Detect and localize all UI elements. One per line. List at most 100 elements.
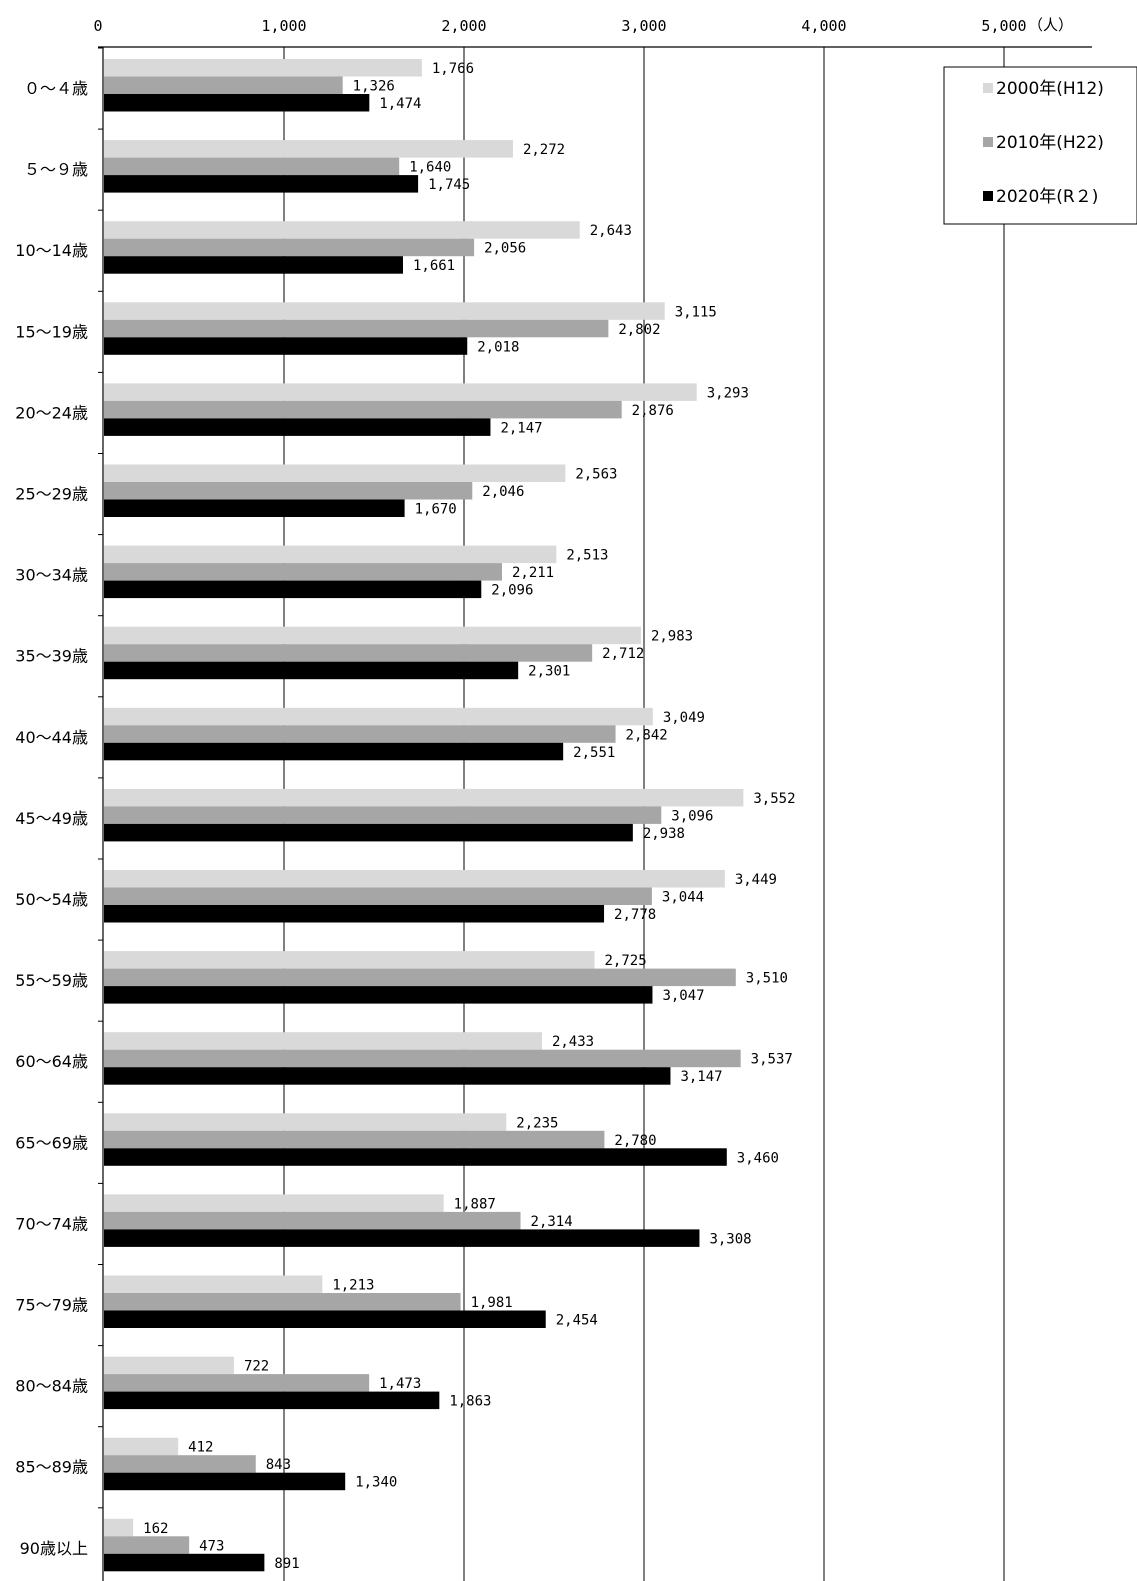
data-label: 2,314 [531, 1214, 573, 1230]
bar [104, 464, 566, 482]
data-label: 2,018 [477, 339, 519, 355]
data-label: 3,147 [680, 1069, 722, 1085]
category-label: 65～69歳 [15, 1133, 88, 1152]
bar [104, 725, 616, 743]
category-label: 60～64歳 [15, 1052, 88, 1071]
bar [104, 788, 744, 807]
x-tick-label: 3,000 [621, 17, 666, 35]
data-label: 2,046 [482, 484, 524, 500]
legend-entry: 2000年(H12) [996, 79, 1104, 99]
data-label: 1,326 [353, 79, 395, 95]
category-label: ０～４歳 [24, 79, 88, 98]
data-label: 2,235 [516, 1115, 558, 1131]
bar [104, 1113, 507, 1131]
bar [104, 887, 652, 905]
bar [104, 1518, 134, 1537]
bar [104, 580, 482, 599]
x-tick-label: 5,000 [981, 17, 1026, 35]
data-label: 2,433 [552, 1034, 594, 1050]
data-label: 1,473 [379, 1376, 421, 1392]
data-label: 412 [188, 1440, 213, 1456]
x-tick-label: 1,000 [261, 17, 306, 35]
bar [104, 175, 419, 193]
category-label: 45～49歳 [15, 809, 88, 828]
data-label: 473 [199, 1538, 224, 1554]
data-label: 1,640 [409, 160, 451, 176]
data-label: 843 [266, 1457, 291, 1473]
category-label: 35～39歳 [15, 647, 88, 666]
data-label: 2,454 [556, 1313, 598, 1329]
bar [104, 157, 400, 176]
data-label: 3,308 [709, 1231, 751, 1247]
bar [104, 76, 343, 94]
data-label: 2,096 [491, 583, 533, 599]
bar [104, 1310, 546, 1328]
bars [104, 59, 744, 1572]
bar [104, 1374, 370, 1392]
data-label: 2,147 [500, 420, 542, 436]
data-label: 891 [274, 1556, 299, 1572]
bar [104, 1148, 727, 1166]
category-label: 90歳以上 [20, 1539, 88, 1558]
legend-swatch [983, 137, 993, 147]
data-label: 1,474 [379, 96, 421, 112]
bar [104, 1275, 323, 1293]
bar [104, 806, 662, 824]
category-label: 85～89歳 [15, 1458, 88, 1477]
bar [104, 968, 736, 987]
data-label: 2,876 [632, 403, 674, 419]
data-label: 1,887 [454, 1196, 496, 1212]
tick-labels: 0 1,000 2,000 3,000 4,000 5,000 [93, 17, 1026, 35]
x-tick-label: 4,000 [801, 17, 846, 35]
bar [104, 1437, 179, 1456]
bar [104, 870, 725, 888]
category-label: 80～84歳 [15, 1377, 88, 1396]
data-label: 3,293 [707, 385, 749, 401]
bar [104, 1455, 256, 1473]
category-label: 75～79歳 [15, 1296, 88, 1315]
bar [104, 221, 580, 239]
data-label: 3,449 [735, 872, 777, 888]
category-label: 30～34歳 [15, 566, 88, 585]
data-label: 2,272 [523, 142, 565, 158]
category-label: 15～19歳 [15, 322, 88, 341]
category-label: 10～14歳 [15, 241, 88, 260]
bar [104, 1194, 444, 1212]
data-label: 2,983 [651, 629, 693, 645]
bar [104, 986, 653, 1004]
data-label: 1,661 [413, 258, 455, 274]
data-label: 2,725 [605, 953, 647, 969]
data-label: 3,115 [675, 304, 717, 320]
bar [104, 59, 422, 77]
axes [98, 46, 1092, 1581]
bar [104, 1472, 346, 1491]
data-label: 162 [143, 1521, 168, 1537]
data-label: 2,513 [566, 548, 608, 564]
data-label: 2,842 [626, 727, 668, 743]
legend-entry: 2010年(H22) [996, 133, 1104, 153]
bar [104, 644, 593, 662]
bar [104, 707, 653, 726]
data-label: 1,213 [332, 1278, 374, 1294]
data-label: 2,643 [590, 223, 632, 239]
category-label: ５～９歳 [24, 160, 88, 179]
bar [104, 823, 633, 842]
category-label: 20～24歳 [15, 403, 88, 422]
legend-swatch [983, 83, 993, 93]
data-label: 2,056 [484, 241, 526, 257]
bar [104, 661, 519, 680]
bar [104, 905, 605, 923]
bar [104, 1049, 741, 1068]
bar [104, 626, 641, 645]
bar [104, 545, 557, 564]
unit-label: （人） [1028, 16, 1073, 34]
data-label: 1,863 [449, 1394, 491, 1410]
category-label: 50～54歳 [15, 890, 88, 909]
category-label: 70～74歳 [15, 1214, 88, 1233]
data-label: 2,712 [602, 646, 644, 662]
bar [104, 140, 513, 158]
data-label: 3,049 [663, 710, 705, 726]
data-label: 3,537 [751, 1052, 793, 1068]
legend-swatch [983, 191, 993, 201]
